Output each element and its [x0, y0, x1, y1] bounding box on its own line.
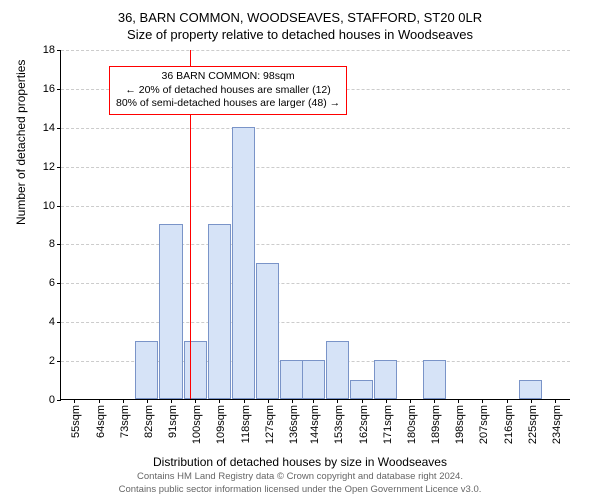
x-tick-mark	[171, 399, 172, 403]
x-tick-label: 153sqm	[333, 405, 345, 444]
y-tick-mark	[57, 167, 61, 168]
x-tick-label: 144sqm	[309, 405, 321, 444]
annotation-line: 36 BARN COMMON: 98sqm	[116, 70, 340, 84]
x-tick-label: 136sqm	[288, 405, 300, 444]
histogram-bar	[159, 224, 182, 399]
x-tick-label: 118sqm	[240, 405, 252, 443]
histogram-bar	[302, 360, 325, 399]
x-tick-mark	[292, 399, 293, 403]
y-tick-label: 16	[43, 83, 55, 95]
histogram-bar	[350, 380, 373, 399]
y-tick-mark	[57, 206, 61, 207]
chart-title-block: 36, BARN COMMON, WOODSEAVES, STAFFORD, S…	[0, 0, 600, 42]
y-tick-label: 6	[49, 277, 55, 289]
histogram-bar	[280, 360, 303, 399]
y-gridline	[61, 244, 570, 245]
x-tick-mark	[531, 399, 532, 403]
x-tick-label: 216sqm	[503, 405, 515, 444]
x-tick-mark	[337, 399, 338, 403]
annotation-line: 80% of semi-detached houses are larger (…	[116, 97, 340, 111]
y-tick-label: 14	[43, 122, 55, 134]
chart-title-line1: 36, BARN COMMON, WOODSEAVES, STAFFORD, S…	[0, 10, 600, 25]
x-tick-mark	[410, 399, 411, 403]
y-tick-mark	[57, 361, 61, 362]
annotation-line: ← 20% of detached houses are smaller (12…	[116, 84, 340, 98]
y-axis-label: Number of detached properties	[14, 60, 28, 225]
y-gridline	[61, 283, 570, 284]
y-tick-mark	[57, 89, 61, 90]
x-tick-label: 100sqm	[191, 405, 203, 444]
x-tick-label: 82sqm	[143, 405, 155, 438]
x-tick-mark	[458, 399, 459, 403]
x-tick-label: 198sqm	[454, 405, 466, 444]
y-tick-label: 10	[43, 200, 55, 212]
y-tick-mark	[57, 283, 61, 284]
x-axis-label: Distribution of detached houses by size …	[0, 455, 600, 469]
y-gridline	[61, 128, 570, 129]
footer-line2: Contains public sector information licen…	[0, 484, 600, 496]
chart-plot: 02468101214161855sqm64sqm73sqm82sqm91sqm…	[60, 50, 570, 400]
x-tick-mark	[362, 399, 363, 403]
x-tick-label: 109sqm	[215, 405, 227, 444]
histogram-bar	[256, 263, 279, 399]
annotation-box: 36 BARN COMMON: 98sqm← 20% of detached h…	[109, 66, 347, 115]
y-tick-label: 8	[49, 238, 55, 250]
x-tick-label: 91sqm	[167, 405, 179, 438]
y-tick-mark	[57, 128, 61, 129]
y-gridline	[61, 322, 570, 323]
chart-title-line2: Size of property relative to detached ho…	[0, 27, 600, 42]
x-tick-mark	[219, 399, 220, 403]
x-tick-label: 189sqm	[430, 405, 442, 444]
x-tick-mark	[386, 399, 387, 403]
histogram-bar	[184, 341, 207, 399]
x-tick-mark	[555, 399, 556, 403]
y-gridline	[61, 206, 570, 207]
x-tick-label: 180sqm	[406, 405, 418, 444]
y-tick-label: 0	[49, 394, 55, 406]
x-tick-mark	[99, 399, 100, 403]
y-tick-label: 4	[49, 316, 55, 328]
histogram-bar	[326, 341, 349, 399]
y-tick-mark	[57, 50, 61, 51]
x-tick-label: 127sqm	[264, 405, 276, 444]
x-tick-label: 207sqm	[478, 405, 490, 444]
x-tick-mark	[147, 399, 148, 403]
chart-footer: Contains HM Land Registry data © Crown c…	[0, 471, 600, 496]
x-tick-label: 162sqm	[358, 405, 370, 444]
x-tick-mark	[313, 399, 314, 403]
x-tick-label: 64sqm	[95, 405, 107, 438]
x-tick-mark	[195, 399, 196, 403]
histogram-bar	[232, 127, 255, 399]
x-tick-mark	[244, 399, 245, 403]
x-tick-mark	[74, 399, 75, 403]
x-tick-mark	[123, 399, 124, 403]
y-tick-label: 18	[43, 44, 55, 56]
y-tick-label: 2	[49, 355, 55, 367]
x-tick-mark	[434, 399, 435, 403]
x-tick-mark	[482, 399, 483, 403]
histogram-bar	[208, 224, 231, 399]
y-gridline	[61, 167, 570, 168]
x-tick-label: 73sqm	[119, 405, 131, 438]
x-tick-label: 55sqm	[70, 405, 82, 438]
y-tick-mark	[57, 322, 61, 323]
x-tick-mark	[507, 399, 508, 403]
y-gridline	[61, 50, 570, 51]
histogram-bar	[374, 360, 397, 399]
y-tick-label: 12	[43, 161, 55, 173]
y-tick-mark	[57, 244, 61, 245]
chart-area: 02468101214161855sqm64sqm73sqm82sqm91sqm…	[60, 50, 570, 400]
histogram-bar	[519, 380, 542, 399]
y-tick-mark	[57, 400, 61, 401]
footer-line1: Contains HM Land Registry data © Crown c…	[0, 471, 600, 483]
x-tick-label: 171sqm	[382, 405, 394, 444]
x-tick-label: 225sqm	[527, 405, 539, 444]
histogram-bar	[423, 360, 446, 399]
histogram-bar	[135, 341, 158, 399]
x-tick-label: 234sqm	[551, 405, 563, 444]
x-tick-mark	[268, 399, 269, 403]
